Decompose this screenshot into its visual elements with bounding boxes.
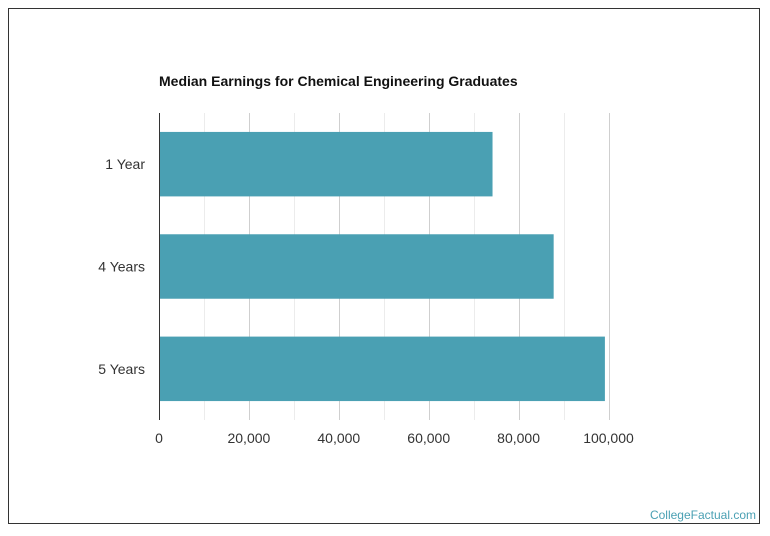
x-tick-label: 60,000 — [407, 430, 450, 446]
y-tick-label: 1 Year — [105, 156, 145, 172]
college-factual-link[interactable]: CollegeFactual.com — [649, 508, 756, 522]
x-tick-label: 100,000 — [583, 430, 634, 446]
bar-5-years — [159, 336, 605, 402]
x-tick-label: 0 — [155, 430, 163, 446]
x-tick-label: 80,000 — [497, 430, 540, 446]
y-tick-label: 5 Years — [98, 361, 145, 377]
bar-4-years — [159, 234, 554, 299]
x-tick-label: 20,000 — [227, 430, 270, 446]
chart-title: Median Earnings for Chemical Engineering… — [159, 73, 518, 89]
bar-1-year — [159, 131, 493, 197]
x-tick-label: 40,000 — [317, 430, 360, 446]
y-tick-label: 4 Years — [98, 259, 145, 275]
